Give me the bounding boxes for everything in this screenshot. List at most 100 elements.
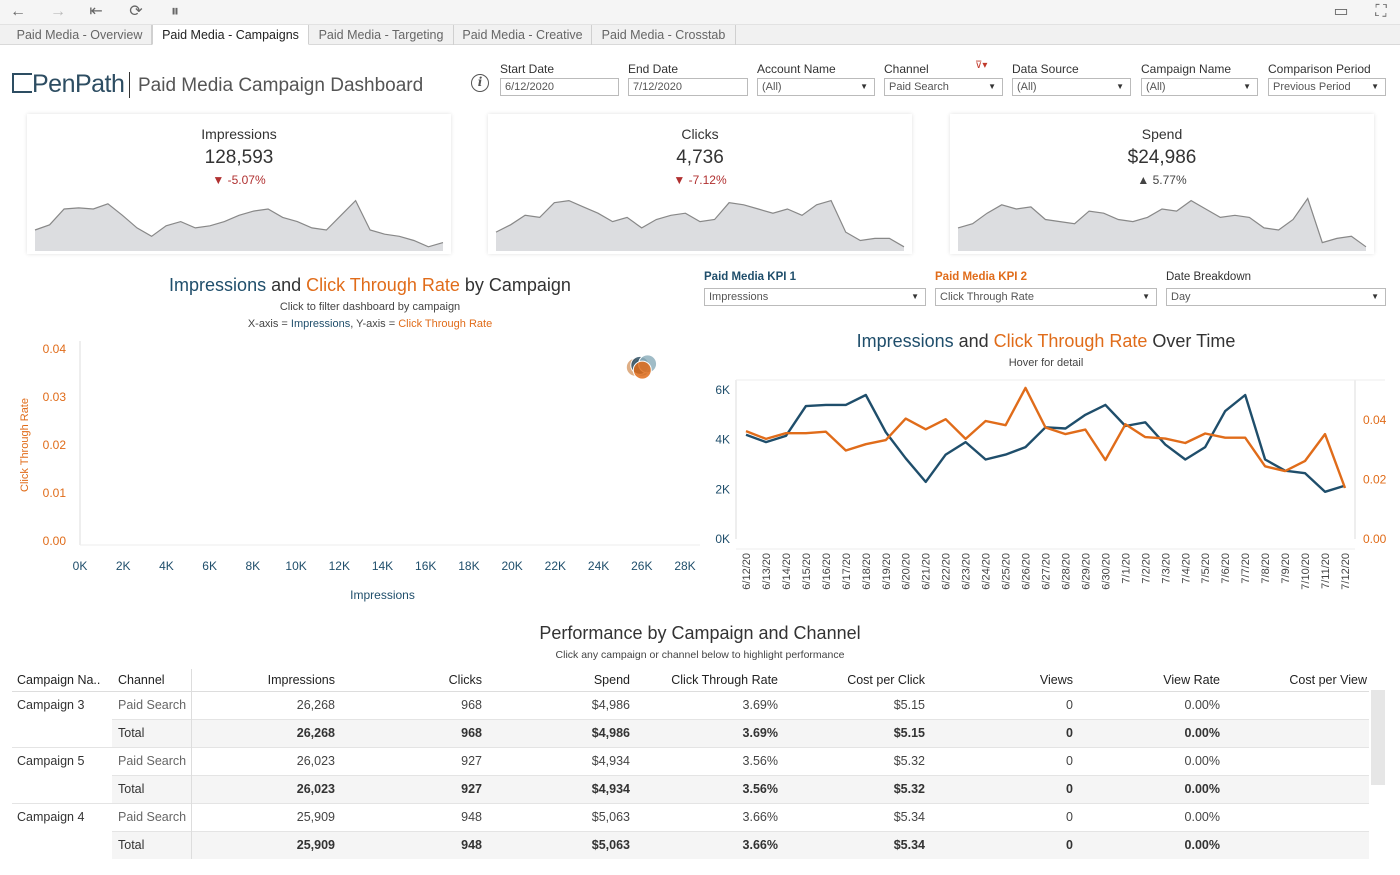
channel-cell[interactable]: Paid Search: [112, 691, 192, 719]
total-value-cell[interactable]: 0.00%: [1085, 830, 1232, 859]
value-cell[interactable]: $5.32: [790, 746, 937, 775]
channel-cell[interactable]: Paid Search: [112, 802, 192, 831]
comparison-dropdown[interactable]: Previous Period: [1268, 78, 1386, 96]
total-value-cell[interactable]: $5.32: [790, 774, 937, 803]
total-value-cell[interactable]: 0.00%: [1085, 718, 1232, 747]
value-cell[interactable]: [1232, 746, 1369, 775]
col-header[interactable]: Campaign Na..: [12, 669, 112, 692]
channel-dropdown[interactable]: Paid Search: [884, 78, 1003, 96]
value-cell[interactable]: 0.00%: [1184, 698, 1220, 712]
value-cell[interactable]: 0: [937, 746, 1085, 775]
value-cell[interactable]: $5.34: [790, 802, 937, 831]
total-label-cell[interactable]: Total: [112, 774, 192, 803]
value-cell[interactable]: 968: [461, 698, 482, 712]
tab-creative[interactable]: Paid Media - Creative: [454, 25, 592, 45]
kpi1-dropdown[interactable]: Impressions: [704, 288, 926, 306]
col-header[interactable]: View Rate: [1085, 669, 1232, 692]
value-cell[interactable]: 3.66%: [642, 802, 790, 831]
total-value-cell[interactable]: 0: [937, 718, 1085, 747]
comment-icon[interactable]: ▭: [1333, 3, 1349, 20]
kpi2-dropdown[interactable]: Click Through Rate: [935, 288, 1157, 306]
total-value-cell[interactable]: 3.69%: [642, 718, 790, 747]
total-value-cell[interactable]: [1232, 830, 1369, 859]
total-label-cell[interactable]: Total: [112, 830, 192, 859]
total-value-cell[interactable]: 0: [937, 830, 1085, 859]
tab-targeting[interactable]: Paid Media - Targeting: [309, 25, 454, 45]
campaign-cell[interactable]: Campaign 4: [12, 802, 112, 831]
col-header[interactable]: Views: [937, 669, 1085, 692]
table-total-row[interactable]: Total 26,023 927 $4,934 3.56% $5.32 0 0.00%: [12, 774, 1369, 803]
total-value-cell[interactable]: 26,268: [191, 718, 347, 747]
pause-updates-icon[interactable]: ⏸: [170, 3, 179, 20]
tab-campaigns[interactable]: Paid Media - Campaigns: [152, 25, 309, 45]
col-header[interactable]: Clicks: [347, 669, 494, 692]
campaign-cell[interactable]: [12, 831, 112, 859]
total-value-cell[interactable]: $5,063: [494, 830, 642, 859]
total-value-cell[interactable]: 26,023: [191, 774, 347, 803]
table-total-row[interactable]: Total 26,268 968 $4,986 3.69% $5.15 0 0.00%: [12, 718, 1369, 747]
start-date-input[interactable]: 6/12/2020: [500, 78, 619, 96]
value-cell[interactable]: $4,986: [591, 698, 630, 712]
value-cell[interactable]: 0.00%: [1085, 802, 1232, 831]
table-row[interactable]: Campaign 5 Paid Search 26,023 927 $4,934 3.56…: [12, 746, 1369, 775]
total-value-cell[interactable]: $5.34: [790, 830, 937, 859]
col-header[interactable]: Channel: [112, 669, 192, 692]
value-cell[interactable]: 26,268: [296, 698, 335, 712]
value-cell[interactable]: 26,023: [191, 746, 347, 775]
campaign-dropdown[interactable]: (All): [1141, 78, 1258, 96]
value-cell[interactable]: [1232, 691, 1369, 719]
total-value-cell[interactable]: $4,986: [494, 718, 642, 747]
table-row[interactable]: Campaign 3 Paid Search 26,268 968 $4,986 3.69…: [12, 691, 1369, 719]
total-label-cell[interactable]: Total: [112, 718, 192, 747]
table-scrollbar[interactable]: [1371, 690, 1385, 785]
value-cell[interactable]: $5.15: [893, 698, 925, 712]
total-value-cell[interactable]: 927: [347, 774, 494, 803]
tab-overview[interactable]: Paid Media - Overview: [8, 25, 152, 45]
undo-icon[interactable]: ←: [10, 3, 26, 20]
data-source-dropdown[interactable]: (All): [1012, 78, 1131, 96]
value-cell[interactable]: 0: [937, 802, 1085, 831]
total-value-cell[interactable]: 0.00%: [1085, 774, 1232, 803]
fullscreen-icon[interactable]: ⛶: [1375, 3, 1387, 20]
total-value-cell[interactable]: 0: [937, 774, 1085, 803]
value-cell[interactable]: 3.69%: [742, 698, 778, 712]
line-chart[interactable]: 0K 2K 4K 6K 0.00 0.02 0.04 6/12/20 6/13/20 6/14/2…: [704, 378, 1394, 603]
redo-icon[interactable]: →: [50, 3, 66, 20]
value-cell[interactable]: 0: [1066, 698, 1073, 712]
total-value-cell[interactable]: 3.56%: [642, 774, 790, 803]
total-value-cell[interactable]: $4,934: [494, 774, 642, 803]
table-total-row[interactable]: Total 25,909 948 $5,063 3.66% $5.34 0 0.00%: [12, 830, 1369, 859]
value-cell[interactable]: $5,063: [494, 802, 642, 831]
value-cell[interactable]: 0.00%: [1085, 746, 1232, 775]
total-value-cell[interactable]: 948: [347, 830, 494, 859]
campaign-cell[interactable]: [12, 775, 112, 803]
channel-cell[interactable]: Paid Search: [112, 746, 192, 775]
total-value-cell[interactable]: [1232, 718, 1369, 747]
breakdown-dropdown[interactable]: Day: [1166, 288, 1386, 306]
campaign-cell[interactable]: Campaign 3: [17, 698, 85, 713]
value-cell[interactable]: 948: [347, 802, 494, 831]
value-cell[interactable]: $4,934: [494, 746, 642, 775]
refresh-data-icon[interactable]: ⟳: [129, 3, 143, 20]
value-cell[interactable]: 927: [347, 746, 494, 775]
end-date-input[interactable]: 7/12/2020: [628, 78, 748, 96]
revert-icon[interactable]: ⇤: [89, 3, 103, 20]
total-value-cell[interactable]: [1232, 774, 1369, 803]
total-value-cell[interactable]: 968: [347, 718, 494, 747]
scatter-chart[interactable]: 0.00 0.01 0.02 0.03 0.04 0K 2K 4K 6K 8K 10K 12K 14K 1…: [12, 335, 702, 610]
table-row[interactable]: Campaign 4 Paid Search 25,909 948 $5,063 3.66…: [12, 802, 1369, 831]
clear-filter-icon[interactable]: ⊽▾: [975, 60, 988, 71]
campaign-cell[interactable]: [12, 719, 112, 747]
info-icon[interactable]: i: [471, 74, 489, 92]
total-value-cell[interactable]: $5.15: [790, 718, 937, 747]
col-header[interactable]: Cost per View: [1232, 669, 1369, 692]
col-header[interactable]: Impressions: [191, 669, 347, 692]
total-value-cell[interactable]: 25,909: [191, 830, 347, 859]
value-cell[interactable]: [1232, 802, 1369, 831]
value-cell[interactable]: 25,909: [191, 802, 347, 831]
account-dropdown[interactable]: (All): [757, 78, 875, 96]
tab-crosstab[interactable]: Paid Media - Crosstab: [592, 25, 736, 45]
campaign-cell[interactable]: Campaign 5: [12, 746, 112, 775]
col-header[interactable]: Cost per Click: [790, 669, 937, 692]
col-header[interactable]: Spend: [494, 669, 642, 692]
